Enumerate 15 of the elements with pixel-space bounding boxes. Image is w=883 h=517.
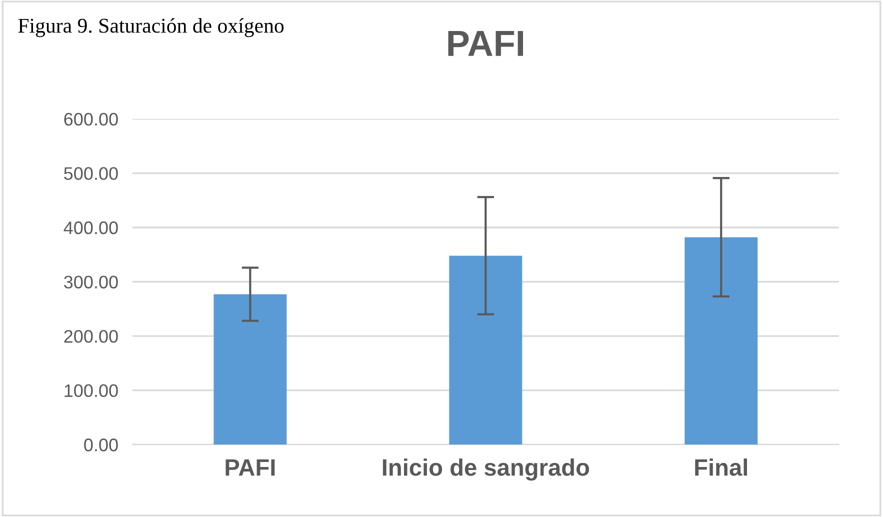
x-tick-label: PAFI: [226, 459, 275, 476]
y-tick-label: 200.00: [64, 330, 118, 343]
y-tick-label: 600.00: [64, 112, 118, 126]
bar: [214, 294, 287, 445]
bar: [684, 237, 758, 445]
y-tick-label: 300.00: [64, 276, 118, 288]
y-tick-label: 500.00: [64, 167, 118, 180]
text: Figura 9. Saturación de oxígeno: [18, 18, 284, 38]
x-tick-label: Final: [695, 458, 747, 476]
y-tick-label: 400.00: [64, 221, 118, 234]
bar: [449, 256, 522, 445]
chart-title: PAFI: [448, 31, 524, 56]
y-tick-label: 100.00: [64, 384, 118, 398]
x-tick-label: Inicio de sangrado: [382, 458, 590, 481]
y-tick-label: 0.00: [84, 438, 118, 452]
